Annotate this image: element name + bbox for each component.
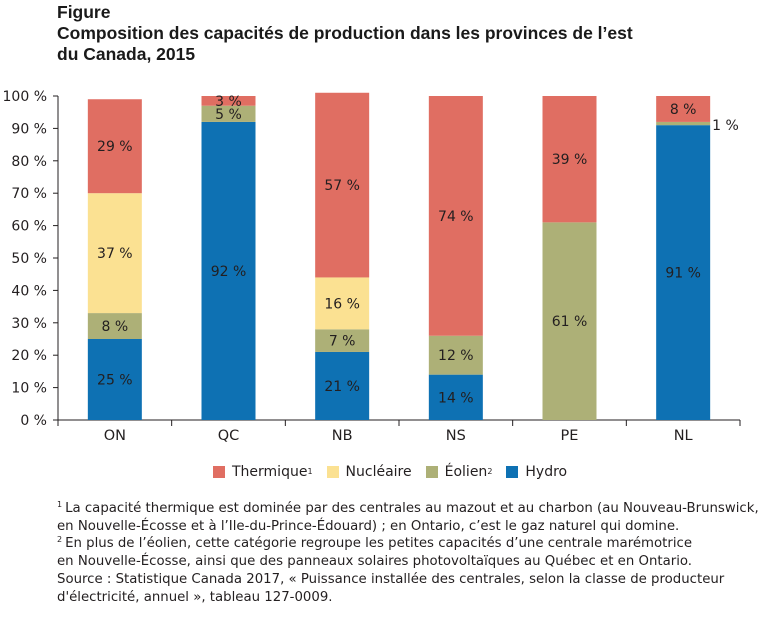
bar-segment-ns-hydro xyxy=(428,374,483,420)
legend-label-thermique: Thermique xyxy=(232,464,308,480)
bar-segment-nb-thermique xyxy=(315,92,370,278)
legend-item-eolien: Éolien 2 xyxy=(425,464,492,480)
data-label-on-thermique: 29 % xyxy=(97,139,133,155)
data-label-ns-eolien: 12 % xyxy=(438,348,474,364)
y-tick-label: 50 % xyxy=(11,251,47,267)
legend-swatch-nucleaire xyxy=(326,466,339,478)
y-tick-label: 80 % xyxy=(11,154,47,170)
bar-segment-on-hydro xyxy=(87,339,142,420)
x-axis: ON QC NB NS PE NL xyxy=(53,419,741,444)
y-tick-label: 70 % xyxy=(11,186,47,202)
footnote-1-line-1: 1 La capacité thermique est dominée par d… xyxy=(57,500,762,518)
footnote-2-line-2: en Nouvelle-Écosse, ainsi que des pannea… xyxy=(57,554,693,570)
y-axis: 0 % 10 % 20 % 30 % 40 % 50 % 60 % 70 % 80 % 90 % 1… xyxy=(3,89,59,429)
bar-segment-ns-eolien xyxy=(428,335,483,375)
legend-label-hydro: Hydro xyxy=(525,464,568,480)
data-label-nl-eolien: 1 % xyxy=(712,118,739,134)
legend-label-nucleaire: Nucléaire xyxy=(345,464,412,480)
legend-swatch-eolien xyxy=(425,466,438,478)
x-tick-label-pe: PE xyxy=(561,428,579,444)
bar-segment-nb-eolien xyxy=(315,329,370,352)
data-label-ns-thermique: 74 % xyxy=(438,209,474,225)
data-label-qc-hydro: 92 % xyxy=(211,264,247,280)
bar-segment-nl-thermique xyxy=(656,96,711,122)
figure-label: Figure xyxy=(57,2,111,22)
footnote-1-line-2: en Nouvelle-Écosse et à l’Ile-du-Prince-… xyxy=(57,518,680,534)
x-tick-label-qc: QC xyxy=(218,428,240,444)
x-tick-label-ns: NS xyxy=(446,428,466,444)
bar-segment-qc-thermique xyxy=(201,96,256,106)
data-label-ns-hydro: 14 % xyxy=(438,390,474,406)
x-tick-label-nl: NL xyxy=(674,428,693,444)
legend-label-eolien: Éolien xyxy=(444,464,488,480)
figure-title-line-2: du Canada, 2015 xyxy=(57,44,196,64)
data-labels: 25 % 8 % 37 % 29 % 92 % 5 %3 % 21 % 7 % 16 % 57 %… xyxy=(97,94,739,406)
y-tick-label: 90 % xyxy=(11,121,47,137)
bar-segment-ns-thermique xyxy=(428,96,483,336)
x-tick-label-nb: NB xyxy=(332,428,353,444)
bar-segment-nl-eolien xyxy=(656,121,711,126)
footnote-2-line-1: 2 En plus de l’éolien, cette catégorie re… xyxy=(57,535,762,553)
legend-swatch-hydro xyxy=(506,466,519,478)
data-label-pe-eolien: 61 % xyxy=(552,314,588,330)
footnote-2-mark: 2 xyxy=(57,534,63,544)
bar-segment-on-thermique xyxy=(87,99,142,194)
legend-item-thermique: Thermique 1 xyxy=(213,464,313,480)
source-line-1: Source : Statistique Canada 2017, « Puis… xyxy=(57,571,725,587)
data-label-nb-hydro: 21 % xyxy=(324,379,360,395)
y-tick-label: 100 % xyxy=(3,89,47,105)
data-label-qc-thermique: 3 % xyxy=(215,94,242,110)
data-label-nb-thermique: 57 % xyxy=(324,178,360,194)
data-label-qc-eolien: 5 % xyxy=(215,107,242,123)
data-label-nb-nucleaire: 16 % xyxy=(324,296,360,312)
data-label-nl-thermique: 8 % xyxy=(670,102,697,118)
y-tick-label: 0 % xyxy=(20,413,47,429)
bar-segment-pe-thermique xyxy=(542,96,597,223)
data-label-on-hydro: 25 % xyxy=(97,373,133,389)
footnote-2-text: En plus de l’éolien, cette catégorie reg… xyxy=(65,536,693,552)
y-tick-label: 10 % xyxy=(11,381,47,397)
source-line-2: d'électricité, annuel », tableau 127-000… xyxy=(57,589,333,605)
legend-item-hydro: Hydro xyxy=(506,464,567,480)
bar-segment-pe-eolien xyxy=(542,222,597,420)
bar-segment-nb-nucleaire xyxy=(315,277,370,330)
footnote-1-mark: 1 xyxy=(57,499,63,509)
legend: Thermique 1 Nucléaire Éolien 2 Hydro xyxy=(213,461,581,483)
y-tick-label: 30 % xyxy=(11,316,47,332)
bar-segment-on-nucleaire xyxy=(87,193,142,314)
bar-segment-nb-hydro xyxy=(315,351,370,420)
bar-segment-qc-eolien xyxy=(201,105,256,122)
x-tick-label-on: ON xyxy=(104,428,126,444)
data-label-nb-eolien: 7 % xyxy=(329,334,356,350)
bar-segment-on-eolien xyxy=(87,313,142,339)
data-label-on-eolien: 8 % xyxy=(101,319,128,335)
y-tick-label: 60 % xyxy=(11,219,47,235)
legend-swatch-thermique xyxy=(213,466,225,478)
legend-item-nucleaire: Nucléaire xyxy=(326,464,412,480)
bars xyxy=(87,92,711,421)
y-tick-label: 20 % xyxy=(11,348,47,364)
data-label-pe-thermique: 39 % xyxy=(552,152,588,168)
y-tick-label: 40 % xyxy=(11,283,47,299)
bar-segment-nl-hydro xyxy=(656,125,711,420)
data-label-on-nucleaire: 37 % xyxy=(97,246,133,262)
figure-title-line-1: Composition des capacités de production … xyxy=(57,23,633,43)
figure-title-block: Figure Composition des capacités de prod… xyxy=(57,2,633,65)
data-label-nl-hydro: 91 % xyxy=(665,266,701,282)
bar-segment-qc-hydro xyxy=(201,121,256,421)
footnote-1-text: La capacité thermique est dominée par de… xyxy=(65,501,759,516)
stacked-bar-chart: 0 % 10 % 20 % 30 % 40 % 50 % 60 % 70 % 80 % 90 % 1… xyxy=(3,89,741,444)
footnotes: 1 La capacité thermique est dominée par d… xyxy=(57,500,762,606)
